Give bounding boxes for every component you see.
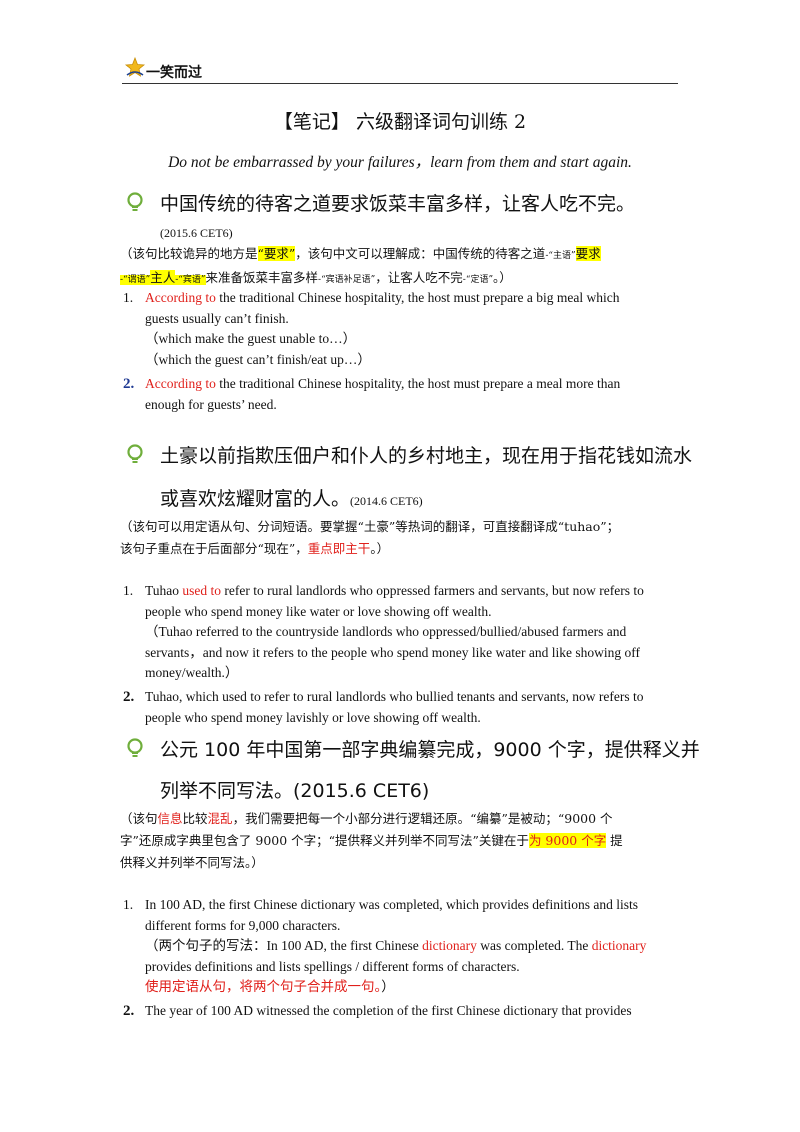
q3-answer-2: 2. The year of 100 AD witnessed the comp…	[123, 1003, 632, 1019]
lightbulb-icon	[127, 738, 143, 757]
header-divider	[122, 83, 678, 84]
motto: Do not be embarrassed by your failures，l…	[168, 154, 632, 171]
question-2-source: (2014.6 CET6)	[350, 494, 423, 508]
question-2-line-2: 或喜欢炫耀财富的人。(2014.6 CET6)	[160, 488, 423, 510]
q2-answer-1: 1. Tuhao used to refer to rural landlord…	[123, 583, 644, 680]
question-3-note: （该句信息比较混乱，我们需要把每一个小部分进行逻辑还原。“编纂”是被动；“900…	[120, 811, 623, 870]
q2-answer-2: 2. Tuhao, which used to refer to rural l…	[123, 689, 644, 725]
brand-text: 一笑而过	[146, 65, 202, 81]
page-title: 【笔记】 六级翻译词句训练 2	[273, 111, 527, 133]
question-2-note: （该句可以用定语从句、分词短语。要掌握“土豪”等热词的翻译，可直接翻译成“tuh…	[120, 519, 620, 556]
question-3-line-2: 列举不同写法。(2015.6 CET6)	[160, 780, 430, 802]
question-3-line-1: 公元 100 年中国第一部字典编纂完成，9000 个字，提供释义并	[160, 739, 700, 761]
lightbulb-icon	[127, 444, 143, 463]
q3-answer-1: 1. In 100 AD, the first Chinese dictiona…	[123, 897, 647, 994]
question-1: 中国传统的待客之道要求饭菜丰富多样，让客人吃不完。	[160, 193, 636, 215]
q1-answer-1: 1. According to the traditional Chinese …	[123, 290, 620, 367]
question-2-line-1: 土豪以前指欺压佃户和仆人的乡村地主，现在用于指花钱如流水	[160, 445, 693, 467]
question-1-note: （该句比较诡异的地方是“要求”，该句中文可以理解成：中国传统的待客之道-“主语”…	[120, 246, 601, 285]
lightbulb-icon	[127, 192, 143, 211]
q1-answer-2: 2. According to the traditional Chinese …	[123, 376, 621, 412]
question-1-source: (2015.6 CET6)	[160, 226, 233, 240]
star-logo-icon	[124, 56, 146, 77]
